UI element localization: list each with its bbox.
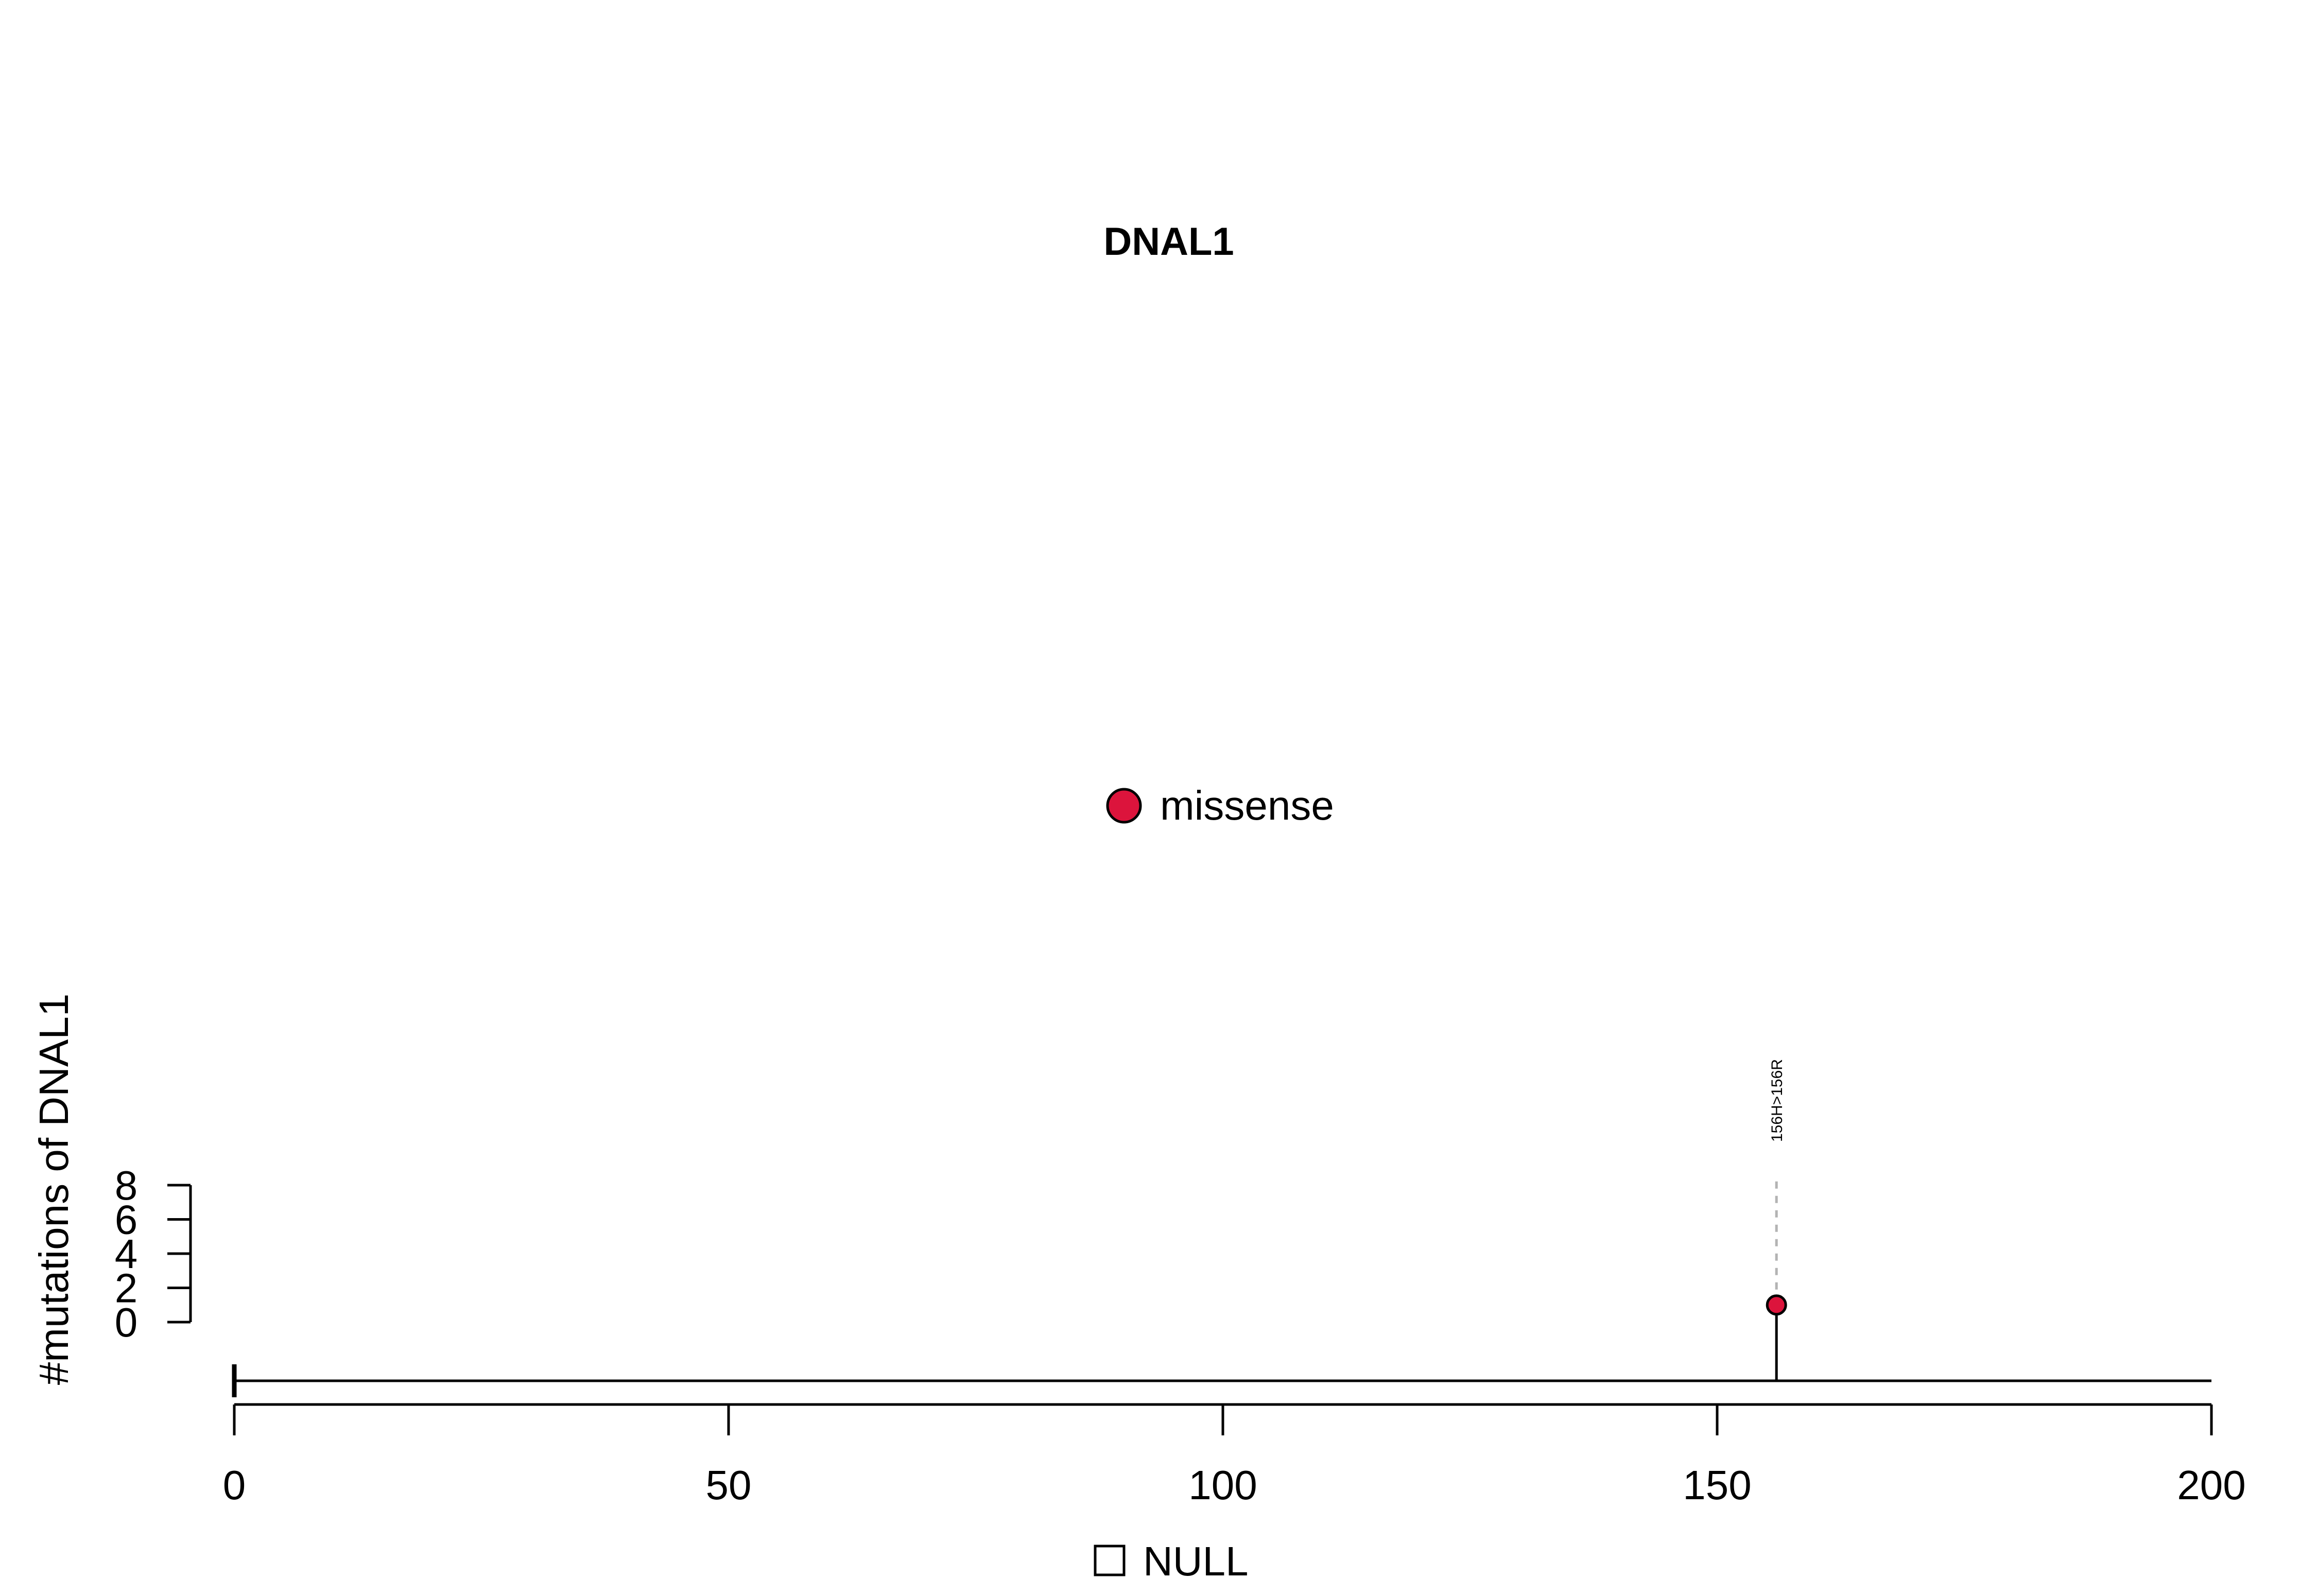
y-axis-label: #mutations of DNAL1	[31, 994, 77, 1385]
x-tick-label: 150	[1683, 1462, 1751, 1508]
mutation-label: 156H>156R	[1769, 1059, 1786, 1142]
y-tick-label: 4	[115, 1231, 138, 1277]
x-tick-label: 100	[1188, 1462, 1257, 1508]
chart-title: DNAL1	[1103, 220, 1234, 264]
x-axis: 0 50 100 150 200	[223, 1403, 2246, 1508]
legend-marker-missense	[1106, 788, 1142, 824]
y-tick-label: 2	[115, 1265, 138, 1311]
x-tick-label: 200	[2177, 1462, 2245, 1508]
y-tick-label: 0	[115, 1299, 138, 1345]
x-tick-label: 0	[223, 1462, 246, 1508]
y-tick-label: 8	[115, 1163, 138, 1208]
legend-marker-null	[1094, 1545, 1126, 1576]
mutation-point	[1766, 1294, 1787, 1316]
top-legend: missense	[1106, 783, 1334, 828]
legend-label-null: NULL	[1143, 1538, 1249, 1584]
x-tick-label: 50	[706, 1462, 752, 1508]
bottom-legend: NULL	[1094, 1538, 1249, 1584]
mutation-layer: 156H>156R	[1766, 1059, 1787, 1381]
legend-label-missense: missense	[1160, 783, 1334, 828]
y-tick-label: 6	[115, 1197, 138, 1243]
